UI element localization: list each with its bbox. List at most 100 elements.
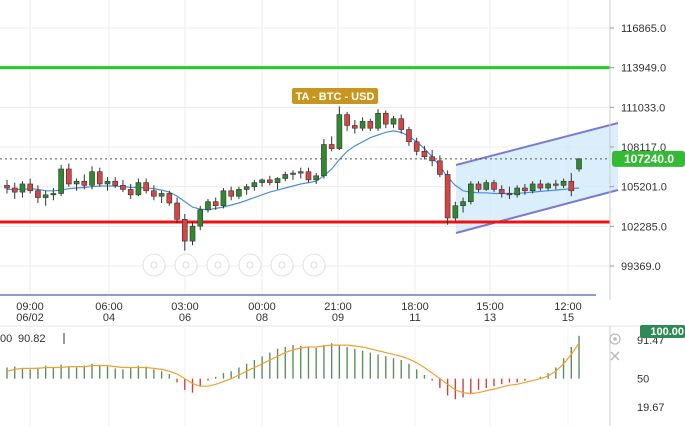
candle <box>220 188 227 209</box>
candle <box>514 185 520 198</box>
candle-body <box>151 190 157 197</box>
nav-pan-icon[interactable] <box>270 253 294 277</box>
nav-right-icon[interactable] <box>302 253 326 277</box>
candle-body <box>120 185 126 190</box>
candle <box>491 179 497 193</box>
x-tick-time: 12:00 <box>554 301 582 313</box>
candles <box>4 106 582 251</box>
candle-body <box>58 168 64 194</box>
candle-body <box>259 179 265 183</box>
candle <box>313 173 320 184</box>
indicator-value-badge: 100.00 <box>640 325 685 338</box>
candle-body <box>96 171 103 185</box>
candle <box>367 118 374 131</box>
candle <box>467 181 474 205</box>
channel-upper-line <box>455 122 619 166</box>
y-tick-label: 116865.0 <box>621 23 666 35</box>
candle <box>96 167 103 187</box>
candle <box>390 115 397 129</box>
candle-body <box>514 187 520 196</box>
candle-body <box>576 158 582 170</box>
x-tick-date: 09 <box>332 312 344 324</box>
candle-body <box>406 129 412 143</box>
candle <box>120 179 126 193</box>
candle <box>189 222 196 246</box>
candle <box>282 171 289 182</box>
candle-body <box>553 183 559 186</box>
candle <box>27 178 33 194</box>
candle-body <box>205 201 211 211</box>
candle-body <box>4 185 10 189</box>
candle-body <box>375 112 381 129</box>
candle-body <box>491 182 497 190</box>
candle-body <box>174 202 180 220</box>
candle-body <box>212 201 219 207</box>
nav-zoom-out-icon[interactable] <box>174 253 198 277</box>
candle <box>259 178 265 187</box>
candle-body <box>27 183 33 192</box>
candle <box>11 182 18 199</box>
indicator-value-main: 90.82 <box>18 333 46 345</box>
main-y-axis: 116865.0113949.0111033.0108117.0105201.0… <box>609 0 667 300</box>
candle <box>50 188 57 201</box>
candle-body <box>81 180 88 186</box>
indicator-value-badge-box <box>640 325 685 338</box>
candle-body <box>305 171 312 181</box>
channel-fill <box>456 123 618 233</box>
candle <box>537 179 544 191</box>
candle <box>81 174 88 190</box>
candle-body <box>545 183 551 189</box>
candle-body <box>460 201 466 207</box>
candle-body <box>413 141 420 152</box>
candle <box>151 185 157 201</box>
candle-body <box>220 190 227 207</box>
candle <box>506 186 513 199</box>
indicator-value-badge-text: 100.00 <box>650 326 684 338</box>
candle <box>452 201 459 221</box>
candle <box>529 181 536 194</box>
indicator-value-left: 00 <box>0 333 12 345</box>
nav-reset-icon[interactable] <box>206 253 230 277</box>
candle <box>406 126 412 146</box>
candle <box>274 177 281 190</box>
candle-body <box>313 175 320 181</box>
candle-body <box>197 209 204 227</box>
candle-body <box>560 180 567 186</box>
candle-body <box>321 144 327 177</box>
candle-body <box>336 114 343 149</box>
x-tick-date: 06/02 <box>16 312 44 324</box>
candle <box>375 109 381 131</box>
indicator-close-icon[interactable] <box>610 351 620 361</box>
trend-channel <box>455 122 619 234</box>
candle <box>104 177 111 191</box>
nav-zoom-in-icon[interactable] <box>238 253 262 277</box>
x-tick-time: 00:00 <box>248 301 276 313</box>
candle-body <box>483 182 490 190</box>
x-tick-date: 15 <box>562 312 574 324</box>
candle <box>89 166 95 190</box>
channel-lower-line <box>455 189 619 234</box>
candle-body <box>11 187 18 193</box>
indicator-settings-icon[interactable] <box>609 333 621 345</box>
candle-body <box>444 174 451 219</box>
candle <box>429 149 435 167</box>
candle-body <box>274 178 281 183</box>
x-tick-time: 15:00 <box>476 301 504 313</box>
x-tick-time: 18:00 <box>401 301 429 313</box>
x-tick-time: 06:00 <box>95 301 123 313</box>
candle-body <box>236 189 242 197</box>
candle-body <box>390 118 397 125</box>
y-tick-label: 113949.0 <box>621 63 666 75</box>
candle-body <box>143 182 149 192</box>
candle-body <box>506 193 513 196</box>
candle <box>158 190 165 204</box>
candle-body <box>19 183 26 193</box>
candle <box>413 137 420 156</box>
candle <box>352 120 358 134</box>
nav-left-icon[interactable] <box>142 253 166 277</box>
candle <box>166 190 173 206</box>
candle-body <box>522 187 528 192</box>
